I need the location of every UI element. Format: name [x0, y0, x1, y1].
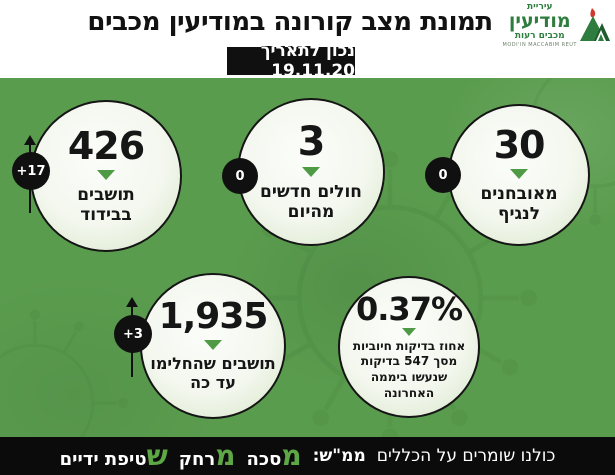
- main-canvas: 426 תושבים בבידוד +17 3 חולים חדשים מהיו…: [0, 78, 615, 437]
- logo-city-name: מודיעין: [508, 10, 571, 33]
- footer-word-handwash-initial: ש: [146, 439, 168, 472]
- footer-word-mask-initial: מ: [281, 439, 302, 472]
- stat-label-diagnosed: מאובחנים לנגיף: [480, 183, 558, 224]
- footer-prefix-text: כולנו שומרים על הכללים: [376, 446, 556, 466]
- footer-word-handwash: ש טיפת ידיים: [59, 439, 168, 472]
- change-badge-diagnosed: 0: [425, 157, 461, 193]
- footer-word-distance-initial: מ: [215, 439, 236, 472]
- stat-label-positive-rate: אחוז בדיקות חיוביות מסך 547 בדיקות שנעשו…: [352, 338, 466, 400]
- stat-value-positive-rate: 0.37%: [356, 289, 463, 328]
- stat-circle-isolation: 426 תושבים בבידוד: [30, 100, 182, 252]
- stat-value-diagnosed: 30: [493, 122, 546, 167]
- down-triangle-icon: [402, 327, 416, 336]
- down-triangle-icon: [97, 169, 115, 180]
- footer-mamash-text: ממ"ש:: [312, 446, 366, 466]
- stat-label-new-cases: חולים חדשים מהיום: [260, 181, 362, 222]
- stat-circle-positive-rate: 0.37% אחוז בדיקות חיוביות מסך 547 בדיקות…: [338, 276, 480, 418]
- virus-watermark-icon: [0, 309, 129, 437]
- municipality-logo: עיריית מודיעין מכבים רעות MODI'IN MACCAB…: [502, 2, 611, 48]
- stat-label-recovered: תושבים שהחלימו עד כה: [150, 354, 276, 392]
- logo-city-prefix: עיריית: [527, 2, 553, 12]
- footer-bar: כולנו שומרים על הכללים ממ"ש: מ סכה מ רחק ש…: [0, 437, 615, 475]
- footer-word-distance: מ רחק: [178, 439, 236, 472]
- change-badge-isolation: +17: [12, 152, 50, 190]
- logo-city-suffix: מכבים רעות: [514, 31, 565, 42]
- stat-label-isolation: תושבים בבידוד: [77, 184, 135, 225]
- stat-value-recovered: 1,935: [158, 296, 269, 338]
- down-triangle-icon: [302, 166, 320, 177]
- change-badge-new-cases: 0: [222, 158, 258, 194]
- date-badge: נכון לתאריך 19.11.20: [227, 41, 355, 81]
- municipality-logo-text: עיריית מודיעין מכבים רעות MODI'IN MACCAB…: [502, 2, 577, 48]
- municipality-emblem-icon: [580, 7, 610, 41]
- stat-value-new-cases: 3: [297, 118, 326, 165]
- footer-word-mask: מ סכה: [246, 439, 302, 472]
- stat-circle-recovered: 1,935 תושבים שהחלימו עד כה: [140, 273, 286, 419]
- logo-city-name-english: MODI'IN MACCABIM REUT: [502, 41, 577, 48]
- down-triangle-icon: [510, 168, 528, 179]
- down-triangle-icon: [204, 340, 222, 351]
- stat-value-isolation: 426: [67, 123, 145, 168]
- stat-circle-diagnosed: 30 מאובחנים לנגיף: [448, 104, 590, 246]
- change-badge-recovered: +3: [114, 315, 152, 353]
- stat-circle-new-cases: 3 חולים חדשים מהיום: [237, 98, 385, 246]
- header: תמונת מצב קורונה במודיעין מכבים רעות נכו…: [0, 0, 615, 81]
